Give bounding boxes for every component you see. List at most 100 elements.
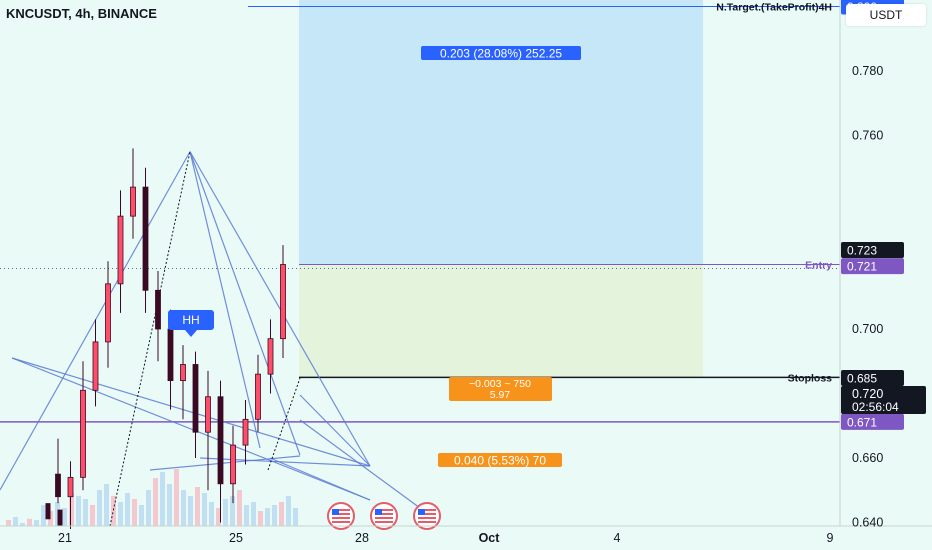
- flag-stripe: [375, 509, 393, 511]
- x-tick-label: 25: [229, 531, 243, 545]
- stoploss-label: Stoploss: [788, 372, 832, 384]
- volume-bar: [286, 496, 291, 526]
- position-stop-label: 0.040 (5.53%) 70: [454, 454, 546, 468]
- volume-bar: [69, 493, 74, 526]
- pattern-line: [189, 151, 301, 456]
- price-badge: 0.685: [847, 372, 877, 386]
- target-label: N.Target.(TakeProfit)4H: [716, 2, 832, 14]
- volume-bar: [223, 499, 228, 526]
- price-badge-bg: [841, 370, 904, 387]
- volume-bar: [27, 518, 32, 526]
- volume-bar: [111, 496, 116, 526]
- volume-bar: [83, 499, 88, 526]
- candle-body: [205, 396, 211, 433]
- pattern-line: [189, 151, 261, 449]
- volume-bar: [34, 520, 39, 526]
- chart-title: KNCUSDT, 4h, BINANCE: [6, 6, 157, 21]
- candle-body: [80, 389, 86, 478]
- y-tick-label: 0.660: [852, 451, 883, 465]
- price-badge: 0.723: [847, 243, 877, 257]
- economic-event-flag-icon[interactable]: [370, 502, 398, 530]
- volume-bar: [258, 511, 263, 526]
- last-price-badge-bg: [841, 386, 926, 414]
- volume-bar: [202, 493, 207, 526]
- pattern-line: [199, 457, 371, 467]
- volume-bar: [174, 469, 179, 526]
- pattern-line: [149, 455, 301, 471]
- volume-bar: [251, 502, 256, 526]
- economic-event-flag-icon[interactable]: [327, 502, 355, 530]
- candle-body: [217, 396, 224, 485]
- bar-countdown: 02:56:04: [852, 400, 899, 414]
- y-tick-label: 0.640: [852, 516, 883, 530]
- volume-bar: [62, 508, 67, 526]
- volume-bar: [118, 502, 123, 526]
- candle-body: [192, 364, 199, 433]
- position-stop-label-bg: [438, 453, 562, 467]
- pattern-line: [11, 357, 371, 501]
- x-tick-label: 21: [58, 531, 72, 545]
- hh-marker[interactable]: [168, 310, 214, 330]
- pattern-line: [189, 151, 371, 467]
- position-target-label-bg: [421, 46, 581, 60]
- currency-selector[interactable]: USDT: [846, 4, 926, 26]
- volume-bar: [160, 472, 165, 526]
- candle-body: [180, 364, 186, 382]
- flag-stripe: [375, 517, 393, 519]
- flag-canton: [375, 509, 382, 515]
- price-badge-bg: [841, 413, 904, 430]
- volume-bar: [139, 505, 144, 526]
- profit-zone[interactable]: [299, 0, 703, 265]
- flag-stripe: [418, 521, 436, 523]
- volume-bar: [279, 502, 284, 526]
- flag-stripe: [418, 517, 436, 519]
- x-tick-label: 4: [614, 531, 621, 545]
- price-badge-bg: [841, 258, 904, 275]
- volume-bar: [97, 490, 102, 526]
- volume-bar: [6, 520, 11, 526]
- x-tick-label: 28: [355, 531, 369, 545]
- flag-stripe: [332, 521, 350, 523]
- volume-bar: [167, 484, 172, 526]
- volume-bar: [104, 484, 109, 526]
- candle-body: [167, 328, 174, 381]
- position-entry-label-bg: [449, 377, 552, 401]
- volume-bar: [76, 496, 81, 526]
- flag-stripe: [332, 517, 350, 519]
- volume-bar: [125, 493, 130, 526]
- loss-zone[interactable]: [299, 264, 703, 378]
- flag-stripe: [332, 509, 350, 511]
- pattern-line: [11, 357, 371, 467]
- volume-bar: [293, 508, 298, 526]
- candle-body: [280, 264, 286, 340]
- position-target-label: 0.203 (28.08%) 252.25: [440, 47, 562, 61]
- volume-bar: [188, 496, 193, 526]
- flag-stripe: [375, 521, 393, 523]
- candle-body: [267, 338, 274, 375]
- volume-bar: [237, 490, 242, 526]
- position-entry-label: −0.003 ~ 750: [469, 378, 531, 390]
- candle-body: [255, 373, 261, 420]
- volume-bar: [20, 523, 25, 526]
- price-badge-bg: [841, 241, 904, 258]
- candle-body: [230, 444, 236, 485]
- volume-bar: [244, 505, 249, 526]
- candle-body: [57, 509, 63, 526]
- hh-marker-pointer: [185, 330, 197, 337]
- candle-body: [142, 186, 149, 291]
- flag-stripe: [375, 513, 393, 515]
- x-tick-label: 9: [827, 531, 834, 545]
- candle-body: [55, 473, 61, 498]
- economic-event-flag-icon[interactable]: [413, 502, 441, 530]
- flag-stripe: [332, 513, 350, 515]
- candle-body: [67, 476, 74, 498]
- volume-bar: [153, 478, 158, 526]
- flag-stripe: [418, 509, 436, 511]
- y-tick-label: 0.760: [852, 129, 883, 143]
- volume-bar: [90, 505, 95, 526]
- volume-bar: [265, 508, 270, 526]
- pattern-line: [299, 394, 371, 467]
- flag-canton: [332, 509, 339, 515]
